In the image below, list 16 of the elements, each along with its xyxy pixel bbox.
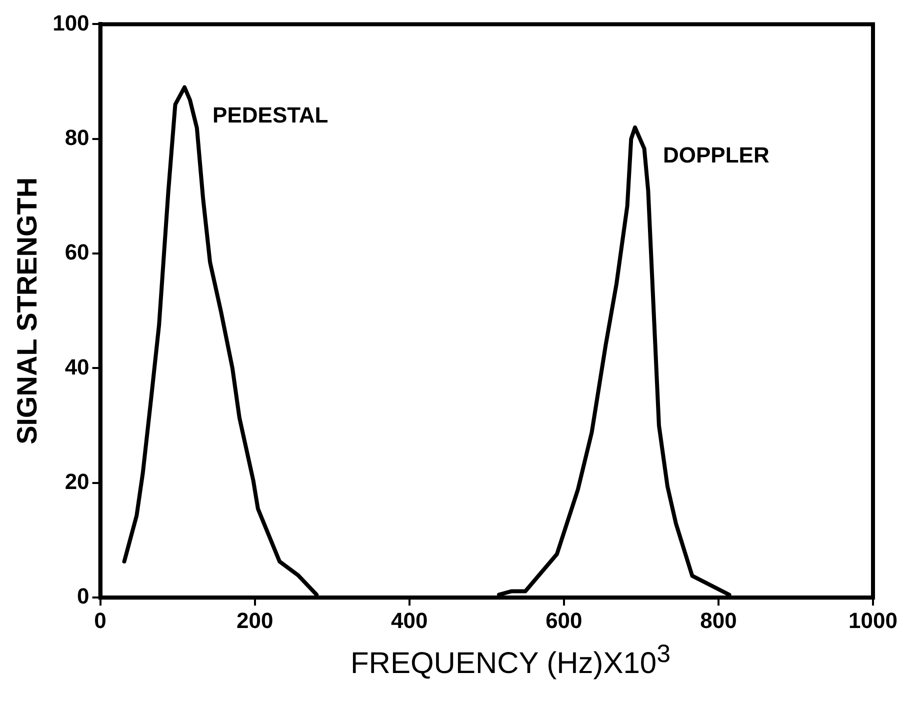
x-tick-label: 400 — [391, 608, 428, 633]
x-tick-label: 0 — [94, 608, 106, 633]
series-label: DOPPLER — [663, 142, 770, 168]
y-tick-label: 60 — [64, 240, 90, 265]
x-axis-title: FREQUENCY (Hz)X10$^{3}$ — [349, 640, 672, 681]
y-tick-label: 100 — [52, 10, 90, 36]
y-tick-label: 20 — [64, 468, 90, 494]
y-tick-label: 40 — [64, 354, 90, 380]
x-tick-label: 600 — [546, 608, 582, 633]
x-tick-label: 200 — [236, 608, 274, 633]
series-label: PEDESTAL — [212, 102, 328, 128]
x-tick-label: 1000 — [848, 608, 898, 633]
y-tick-label: 80 — [64, 124, 90, 150]
x-tick-label: 800 — [700, 608, 737, 633]
y-axis-title: SIGNAL STRENGTH — [12, 177, 43, 444]
y-tick-label: 0 — [77, 584, 90, 609]
